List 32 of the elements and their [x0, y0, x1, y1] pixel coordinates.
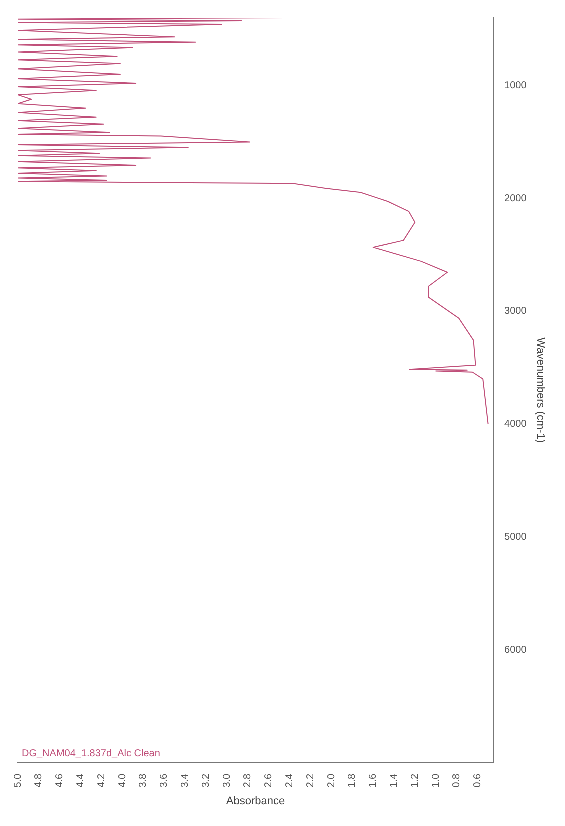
- x-tick-label: 1.0: [430, 773, 442, 788]
- x-tick-label: 2.0: [326, 773, 338, 788]
- x-tick-label: 2.2: [305, 773, 316, 788]
- x-tick-label: 3.8: [138, 773, 150, 788]
- text: DG_NAM04_1.837d_Alc Clean: [22, 748, 160, 760]
- x-tick-label: 1.8: [347, 773, 358, 788]
- x-tick-label: 2.8: [242, 773, 254, 788]
- x-tick-label: 1.6: [368, 773, 380, 788]
- x-axis-title: Absorbance: [226, 795, 286, 808]
- x-tick-label: 0.6: [472, 773, 484, 788]
- y-tick-label: 5000: [504, 532, 528, 543]
- x-tick-label: 2.6: [264, 773, 275, 788]
- x-tick-label: 4.0: [117, 773, 128, 788]
- x-tick-label: 0.8: [452, 773, 463, 788]
- y-axis-title: Wavenumbers (cm-1): [534, 338, 546, 444]
- y-tick-label: 1000: [504, 80, 528, 92]
- y-tick-label: 3000: [504, 306, 528, 318]
- x-tick-label: 2.4: [284, 773, 296, 788]
- x-tick-label: 3.6: [159, 773, 170, 788]
- y-tick-label: 4000: [504, 419, 528, 430]
- x-tick-label: 1.2: [410, 773, 421, 788]
- x-tick-label: 3.4: [180, 773, 191, 788]
- x-tick-label: 1.4: [389, 773, 400, 788]
- x-tick-label: 5.0: [12, 773, 24, 788]
- x-tick-label: 3.0: [222, 773, 233, 788]
- x-tick-label: 4.4: [75, 773, 86, 788]
- x-tick-label: 4.2: [96, 773, 108, 788]
- y-tick-label: 2000: [504, 193, 528, 204]
- x-tick-label: 4.6: [54, 773, 66, 788]
- x-tick-label: 4.8: [34, 773, 45, 788]
- x-tick-label: 3.2: [200, 773, 212, 788]
- y-tick-label: 6000: [504, 644, 528, 656]
